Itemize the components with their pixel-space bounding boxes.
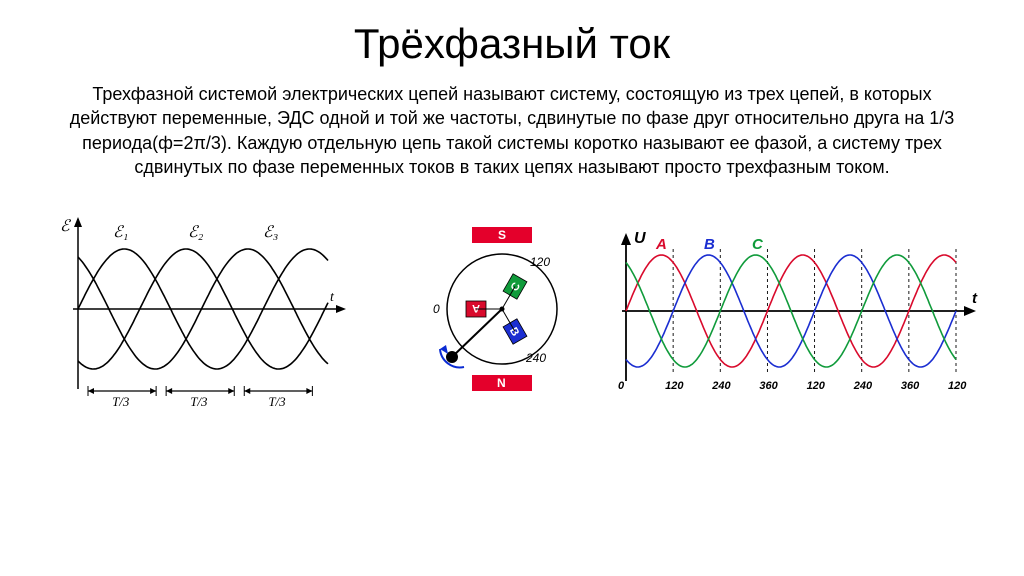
svg-text:S: S [498, 228, 506, 242]
rotor-svg: SNACB0120240 [422, 219, 582, 399]
left-bw-chart: ℰ₁ ℰ₂ ℰ₃ ℰt T/3 T/3 T/3 [40, 199, 360, 419]
svg-text:ℰ₁: ℰ₁ [113, 224, 128, 241]
svg-text:360: 360 [901, 380, 920, 392]
color-sine-svg: 0 120 240 360 120 240 360 120 Ut A B C [594, 219, 984, 399]
figures-row: ℰ₁ ℰ₂ ℰ₃ ℰt T/3 T/3 T/3 S N A C B 0 120 240 0 120 240 36… [40, 199, 984, 419]
svg-text:ℰ₂: ℰ₂ [188, 224, 204, 241]
svg-text:120: 120 [530, 255, 550, 269]
rotor-diagram: SNACB0120240 [422, 219, 582, 399]
svg-text:120: 120 [948, 380, 967, 392]
svg-text:0: 0 [433, 302, 440, 316]
svg-text:120: 120 [807, 380, 826, 392]
svg-text:t: t [330, 290, 335, 305]
color-sine-chart: 0 120 240 360 120 240 360 120 Ut A B C [594, 219, 984, 399]
svg-text:A: A [472, 302, 480, 314]
svg-text:N: N [497, 376, 506, 390]
svg-text:360: 360 [759, 380, 778, 392]
page-title: Трёхфазный ток [40, 20, 984, 68]
svg-text:120: 120 [665, 380, 684, 392]
svg-text:240: 240 [853, 380, 873, 392]
svg-text:A: A [655, 236, 667, 253]
svg-text:t: t [972, 290, 978, 307]
svg-text:T/3: T/3 [190, 394, 208, 409]
svg-text:B: B [704, 236, 715, 253]
svg-text:C: C [752, 236, 764, 253]
svg-text:ℰ: ℰ [60, 218, 72, 235]
svg-text:T/3: T/3 [268, 394, 286, 409]
svg-text:0: 0 [618, 380, 625, 392]
svg-text:T/3: T/3 [112, 394, 130, 409]
svg-text:240: 240 [525, 351, 546, 365]
description-text: Трехфазной системой электрических цепей … [62, 82, 962, 179]
right-figure-group: S N A C B 0 120 240 0 120 240 360 120 240 360 120 Ut A B C [422, 219, 984, 399]
svg-text:240: 240 [711, 380, 731, 392]
bw-sine-svg: ℰ₁ ℰ₂ ℰ₃ ℰt T/3 T/3 T/3 [40, 199, 360, 419]
svg-text:ℰ₃: ℰ₃ [263, 224, 278, 241]
svg-text:U: U [634, 230, 646, 247]
